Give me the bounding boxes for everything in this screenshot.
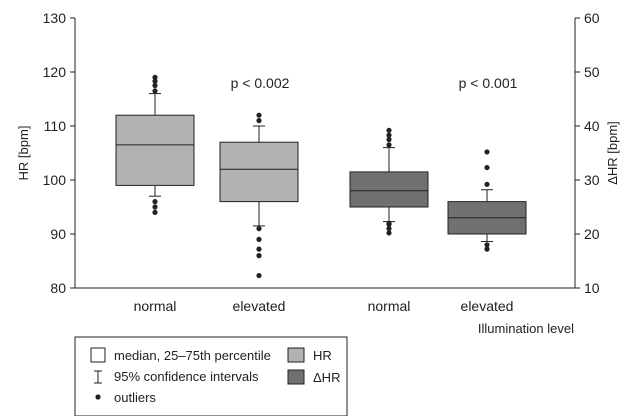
category-label: elevated <box>461 298 514 314</box>
left-axis-ticks: 80 90 100 110 120 130 <box>43 10 75 296</box>
p-value-elevated-dhr: p < 0.001 <box>459 75 518 91</box>
outlier-point <box>256 246 262 252</box>
legend-label-box: median, 25–75th percentile <box>114 348 271 363</box>
category-label: normal <box>134 298 177 314</box>
plot-frame <box>74 18 576 289</box>
outlier-point <box>152 78 158 84</box>
outlier-point <box>256 118 262 124</box>
left-tick-label: 130 <box>43 10 67 26</box>
left-tick-label: 120 <box>43 64 67 80</box>
outlier-point <box>386 220 392 226</box>
right-tick-label: 20 <box>584 226 600 242</box>
category-label: elevated <box>233 298 286 314</box>
left-tick-label: 100 <box>43 172 67 188</box>
legend: median, 25–75th percentile 95% confidenc… <box>74 336 348 416</box>
outlier-point <box>386 230 392 236</box>
right-tick-label: 30 <box>584 172 600 188</box>
outlier-point <box>256 236 262 242</box>
left-axis-title: HR [bpm] <box>16 126 31 181</box>
legend-label-dhr: ΔHR <box>313 370 340 385</box>
iqr-box <box>115 114 195 186</box>
boxplots <box>115 74 527 279</box>
outlier-point <box>484 164 490 171</box>
p-value-elevated-hr: p < 0.002 <box>231 75 290 91</box>
outlier-point <box>152 74 158 80</box>
right-axis-title: ΔHR [bpm] <box>605 121 620 185</box>
right-tick-label: 10 <box>584 280 600 296</box>
legend-label-hr: HR <box>313 348 332 363</box>
outlier-point <box>484 242 490 248</box>
left-tick-label: 90 <box>50 226 66 242</box>
box-elevated-dhr <box>447 149 527 252</box>
legend-frame <box>74 336 348 416</box>
category-labels: normal elevated normal elevated <box>134 298 514 314</box>
iqr-box <box>349 171 429 208</box>
outlier-point <box>256 253 262 259</box>
legend-hr-swatch <box>287 347 305 363</box>
left-tick-label: 80 <box>50 280 66 296</box>
legend-label-ci: 95% confidence intervals <box>114 369 259 384</box>
outlier-point <box>256 112 262 118</box>
outlier-point <box>256 272 262 279</box>
right-axis-ticks: 10 20 30 40 50 60 <box>575 10 600 296</box>
outlier-point <box>152 199 158 205</box>
box-normal-dhr <box>349 127 429 236</box>
legend-outlier-symbol <box>95 394 101 400</box>
outlier-point <box>386 127 392 133</box>
outlier-point <box>152 82 158 89</box>
right-tick-label: 60 <box>584 10 600 26</box>
outlier-point <box>256 226 262 232</box>
legend-label-outliers: outliers <box>114 390 156 405</box>
left-tick-label: 110 <box>44 118 67 134</box>
legend-box-symbol <box>90 347 106 363</box>
legend-ci-symbol <box>94 370 102 384</box>
box-normal-hr <box>115 74 195 215</box>
right-tick-label: 40 <box>584 118 600 134</box>
outlier-point <box>152 209 158 215</box>
outlier-point <box>386 226 392 232</box>
legend-dhr-swatch <box>287 369 305 385</box>
right-tick-label: 50 <box>584 64 600 80</box>
outlier-point <box>484 246 490 252</box>
box-elevated-hr <box>219 112 299 279</box>
outlier-point <box>152 88 158 94</box>
outlier-point <box>386 142 392 148</box>
outlier-point <box>386 136 392 143</box>
iqr-box <box>219 141 299 203</box>
outlier-point <box>152 204 158 210</box>
outlier-point <box>386 132 392 138</box>
x-axis-title: Illumination level <box>478 321 574 336</box>
outlier-point <box>484 149 490 155</box>
outlier-point <box>484 181 490 187</box>
category-label: normal <box>368 298 411 314</box>
